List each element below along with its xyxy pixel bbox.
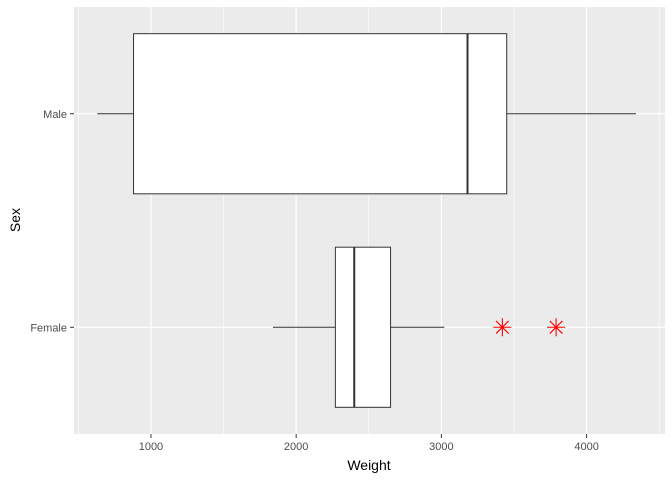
outlier-point (493, 318, 512, 337)
outlier-stroke (495, 320, 510, 334)
x-axis-title: Weight (347, 457, 390, 473)
y-axis-title: Sex (7, 208, 23, 232)
x-tick-label: 1000 (139, 441, 163, 453)
x-tick-label: 2000 (284, 441, 308, 453)
outlier-point (547, 318, 566, 337)
y-axis-ticks: Male Female (30, 109, 74, 334)
female-box (334, 246, 392, 408)
male-box (133, 33, 508, 195)
box-layer (97, 33, 636, 408)
x-axis-ticks: 1000 2000 3000 4000 (139, 434, 599, 453)
outlier-layer (493, 318, 566, 337)
y-tick-label: Male (43, 109, 67, 121)
y-tick-label: Female (30, 322, 67, 334)
x-tick-label: 3000 (429, 441, 453, 453)
x-tick-label: 4000 (574, 441, 598, 453)
outlier-stroke (549, 320, 563, 334)
